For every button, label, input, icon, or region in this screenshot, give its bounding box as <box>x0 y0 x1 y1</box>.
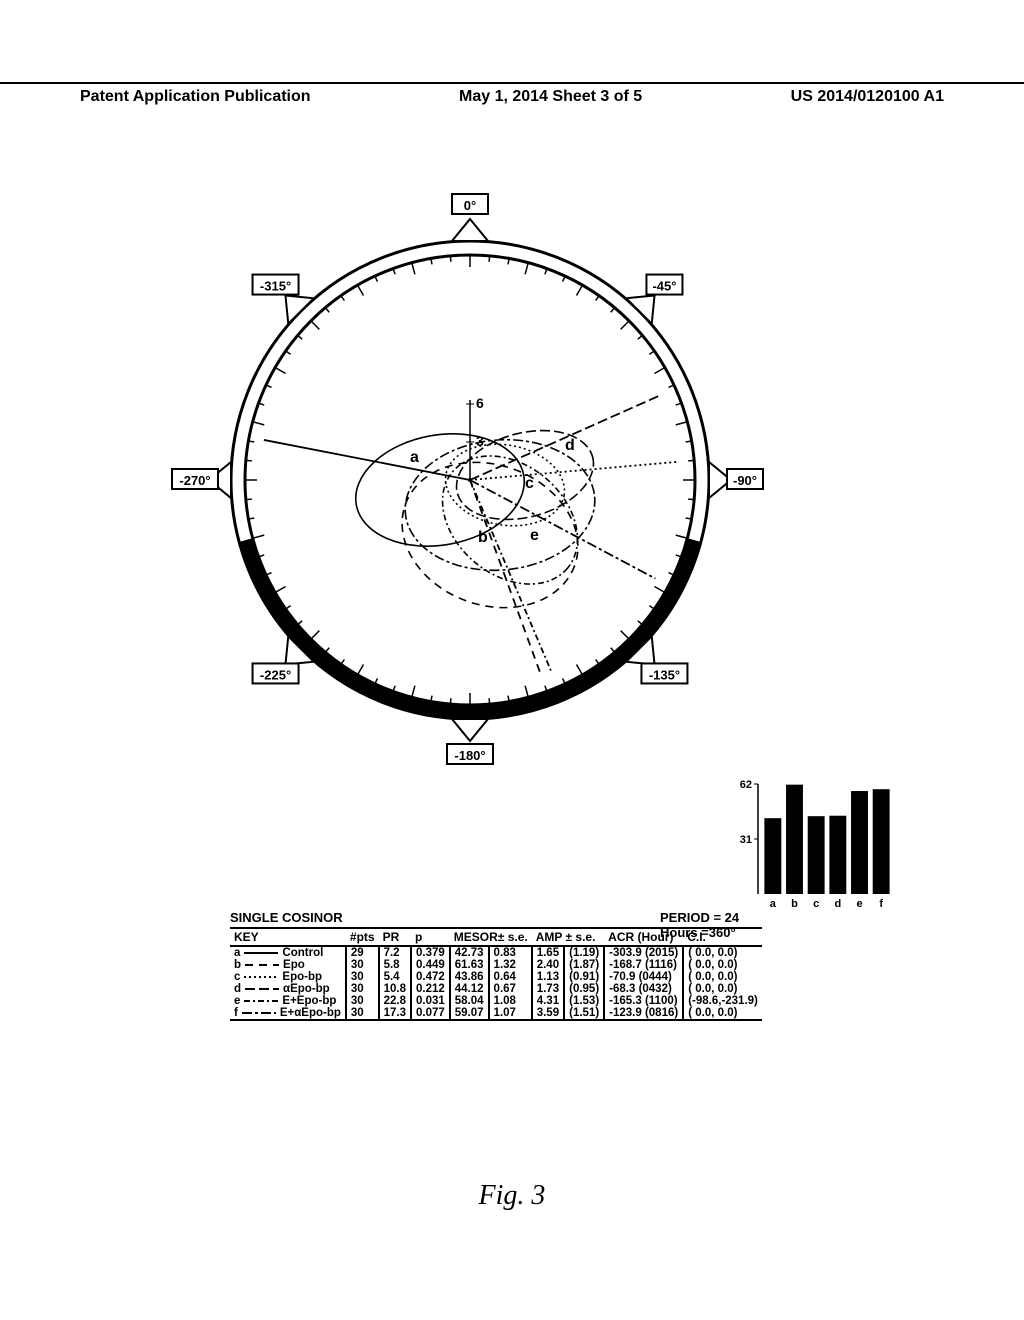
table-cell: 1.13(0.91) <box>532 971 604 983</box>
svg-text:a: a <box>410 449 419 466</box>
table-cell: 0.077 <box>411 1007 450 1020</box>
table-cell: -70.9 (0444) <box>604 971 683 983</box>
svg-text:f: f <box>879 898 883 910</box>
col-header: MESOR± s.e. <box>450 928 532 946</box>
patent-header: Patent Application Publication May 1, 20… <box>0 82 1024 106</box>
table-cell: 30 <box>346 983 379 995</box>
svg-text:6: 6 <box>476 395 484 411</box>
svg-text:c: c <box>525 475 534 492</box>
table-cell: 0.449 <box>411 959 450 971</box>
key-cell: eE+Epo-bp <box>230 995 346 1007</box>
key-cell: dαEpo-bp <box>230 983 346 995</box>
table-cell: 42.730.83 <box>450 946 532 959</box>
table-cell: -123.9 (0816) <box>604 1007 683 1020</box>
figure-container: 0°-45°-90°-135°-180°-225°-270°-315°36abc… <box>0 160 1024 1160</box>
svg-text:a: a <box>770 898 777 910</box>
table-cell: 58.041.08 <box>450 995 532 1007</box>
table-cell: 22.8 <box>379 995 411 1007</box>
svg-text:d: d <box>834 898 841 910</box>
table-cell: 61.631.32 <box>450 959 532 971</box>
key-cell: fE+αEpo-bp <box>230 1007 346 1020</box>
figure-caption: Fig. 3 <box>0 1180 1024 1212</box>
mesor-bar-chart: 3162abcdefMESOR <box>730 770 900 910</box>
svg-text:e: e <box>856 898 862 910</box>
table-cell: 43.860.64 <box>450 971 532 983</box>
table-cell: 30 <box>346 995 379 1007</box>
table-cell: 4.31(1.53) <box>532 995 604 1007</box>
table-cell: 2.40(1.87) <box>532 959 604 971</box>
table-cell: 0.212 <box>411 983 450 995</box>
col-header: AMP ± s.e. <box>532 928 604 946</box>
svg-text:62: 62 <box>740 779 752 791</box>
table-cell: 17.3 <box>379 1007 411 1020</box>
table-cell: 7.2 <box>379 946 411 959</box>
table-cell: ( 0.0, 0.0) <box>683 983 762 995</box>
svg-text:c: c <box>813 898 819 910</box>
col-header: p <box>411 928 450 946</box>
key-cell: cEpo-bp <box>230 971 346 983</box>
svg-text:e: e <box>530 527 539 544</box>
table-cell: 59.071.07 <box>450 1007 532 1020</box>
table-cell: 30 <box>346 971 379 983</box>
period-label: PERIOD = 24 Hours =360° <box>660 910 762 940</box>
table-cell: (-98.6,-231.9) <box>683 995 762 1007</box>
key-cell: aControl <box>230 946 346 959</box>
key-cell: bEpo <box>230 959 346 971</box>
svg-text:31: 31 <box>740 834 752 846</box>
table-cell: ( 0.0, 0.0) <box>683 1007 762 1020</box>
svg-text:-315°: -315° <box>260 279 291 294</box>
table-cell: 0.472 <box>411 971 450 983</box>
svg-text:0°: 0° <box>464 198 476 213</box>
table-cell: 3.59(1.51) <box>532 1007 604 1020</box>
col-header: PR <box>379 928 411 946</box>
table-cell: 29 <box>346 946 379 959</box>
table-title: SINGLE COSINOR <box>230 910 343 925</box>
table-cell: ( 0.0, 0.0) <box>683 946 762 959</box>
table-cell: 0.031 <box>411 995 450 1007</box>
header-left: Patent Application Publication <box>80 88 311 106</box>
svg-text:-270°: -270° <box>179 473 210 488</box>
table-cell: 5.8 <box>379 959 411 971</box>
cosinor-polar-plot: 0°-45°-90°-135°-180°-225°-270°-315°36abc… <box>0 160 1024 780</box>
table-cell: 30 <box>346 1007 379 1020</box>
svg-text:d: d <box>565 437 575 454</box>
svg-text:-180°: -180° <box>454 748 485 763</box>
table-cell: 30 <box>346 959 379 971</box>
svg-text:-225°: -225° <box>260 667 291 682</box>
table-cell: 10.8 <box>379 983 411 995</box>
table-cell: 1.65(1.19) <box>532 946 604 959</box>
table-cell: 5.4 <box>379 971 411 983</box>
table-cell: -165.3 (1100) <box>604 995 683 1007</box>
svg-text:-90°: -90° <box>733 473 757 488</box>
table-cell: 1.73(0.95) <box>532 983 604 995</box>
svg-text:b: b <box>478 529 488 546</box>
table-cell: 44.120.67 <box>450 983 532 995</box>
table-cell: ( 0.0, 0.0) <box>683 971 762 983</box>
header-center: May 1, 2014 Sheet 3 of 5 <box>459 88 642 106</box>
svg-text:-135°: -135° <box>649 667 680 682</box>
header-right: US 2014/0120100 A1 <box>791 88 944 106</box>
svg-text:-45°: -45° <box>652 279 676 294</box>
svg-text:b: b <box>791 898 798 910</box>
table-cell: -68.3 (0432) <box>604 983 683 995</box>
col-header: KEY <box>230 928 346 946</box>
table-cell: -303.9 (2015) <box>604 946 683 959</box>
cosinor-table: SINGLE COSINOR PERIOD = 24 Hours =360° K… <box>230 910 762 1021</box>
table-cell: -168.7 (1116) <box>604 959 683 971</box>
data-table: KEY#ptsPRpMESOR± s.e.AMP ± s.e. ACR (Hou… <box>230 927 762 1021</box>
table-cell: ( 0.0, 0.0) <box>683 959 762 971</box>
col-header: #pts <box>346 928 379 946</box>
table-cell: 0.379 <box>411 946 450 959</box>
